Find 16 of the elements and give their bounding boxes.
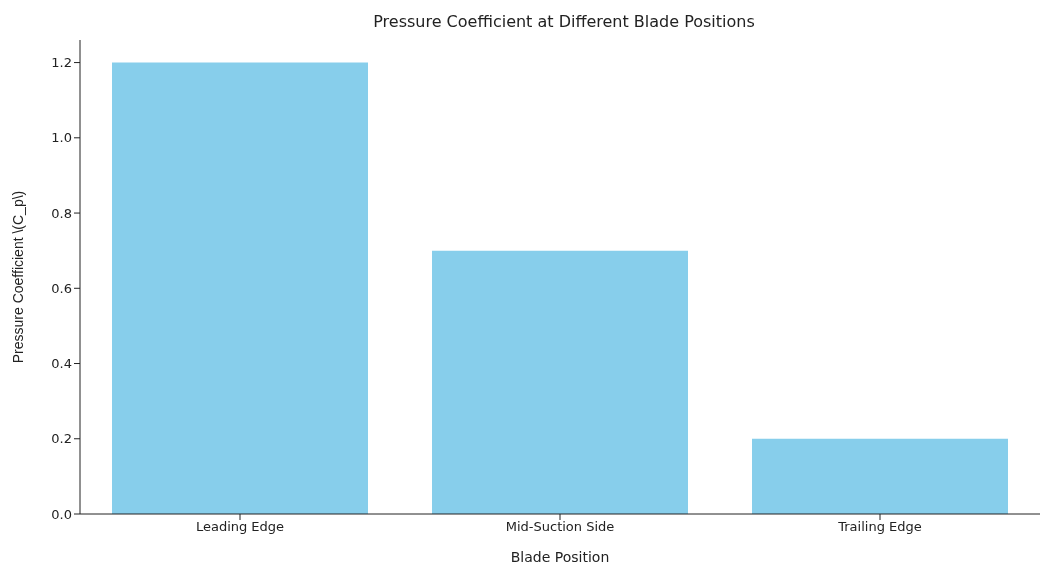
x-tick-label: Mid-Suction Side [505,519,615,535]
x-tick-label: Trailing Edge [837,519,922,535]
y-tick-label: 0.6 [51,280,72,296]
y-axis-title: Pressure Coefficient \(C_p\) [9,190,26,364]
x-tick-label: Leading Edge [195,519,285,535]
y-tick-label: 0.0 [51,506,72,522]
chart-title: Pressure Coefficient at Different Blade Positions [372,12,756,31]
y-tick-label: 0.4 [51,356,72,372]
y-tick-label: 0.2 [51,431,72,447]
x-axis-title: Blade Position [510,549,610,565]
y-tick-label: 0.8 [51,205,72,221]
bar [432,250,688,514]
y-tick-label: 1.0 [51,130,72,146]
y-tick-label: 1.2 [51,55,72,71]
bar [112,62,368,514]
bar [752,438,1008,514]
